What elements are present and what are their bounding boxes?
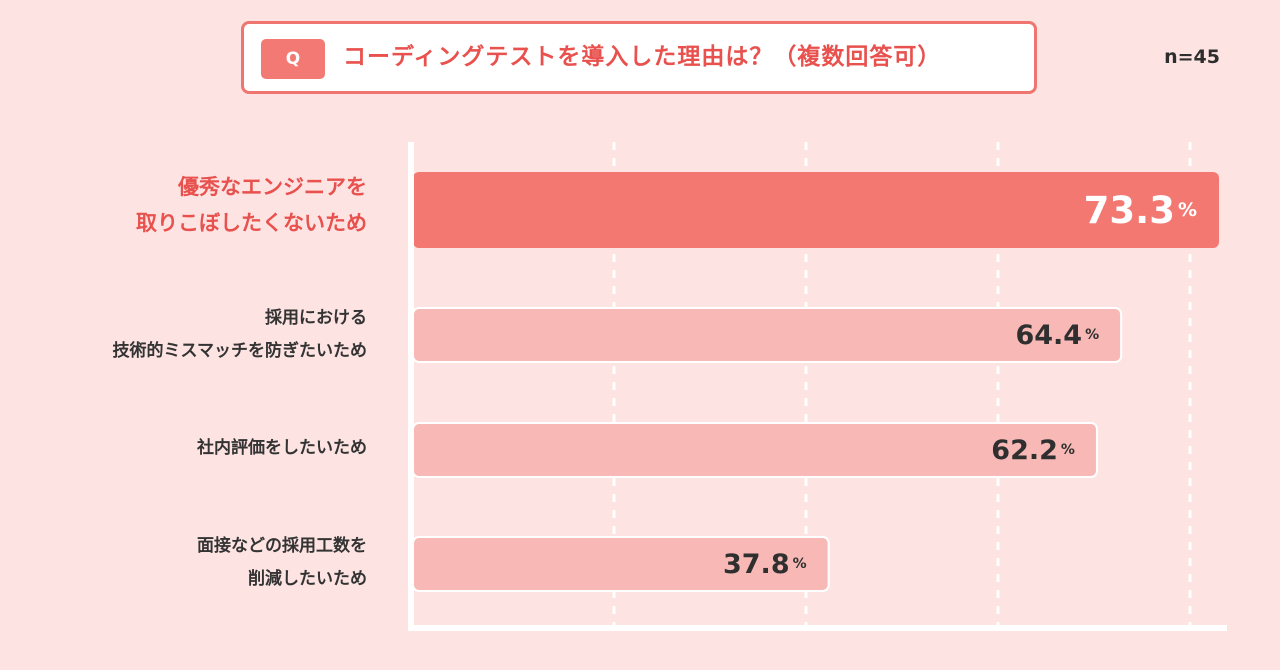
value-label-2: 64.4% xyxy=(1015,320,1099,351)
question-badge: Q xyxy=(261,39,325,79)
question-box: Q コーディングテストを導入した理由は？（複数回答可） xyxy=(241,21,1037,94)
category-label-line: 取りこぼしたくないため xyxy=(136,210,367,235)
bar-1 xyxy=(413,172,1219,248)
category-label-line: 削減したいため xyxy=(248,569,367,590)
value-label-1: 73.3% xyxy=(1084,189,1197,232)
category-label-line: 面接などの採用工数を xyxy=(197,536,367,556)
category-label-3: 社内評価をしたいため xyxy=(197,432,367,465)
category-label-line: 社内評価をしたいため xyxy=(197,438,367,458)
category-label-line: 技術的ミスマッチを防ぎたいため xyxy=(112,341,368,362)
category-label-1: 優秀なエンジニアを取りこぼしたくないため xyxy=(136,170,367,241)
question-title: コーディングテストを導入した理由は？（複数回答可） xyxy=(343,44,942,70)
value-label-3: 62.2% xyxy=(991,435,1075,466)
sample-size: n=45 xyxy=(1164,46,1220,68)
category-label-line: 優秀なエンジニアを xyxy=(178,175,367,199)
value-label-4: 37.8% xyxy=(723,549,807,580)
category-label-4: 面接などの採用工数を削減したいため xyxy=(197,530,367,596)
category-label-line: 採用における xyxy=(265,308,367,328)
category-label-2: 採用における技術的ミスマッチを防ぎたいため xyxy=(113,302,368,368)
